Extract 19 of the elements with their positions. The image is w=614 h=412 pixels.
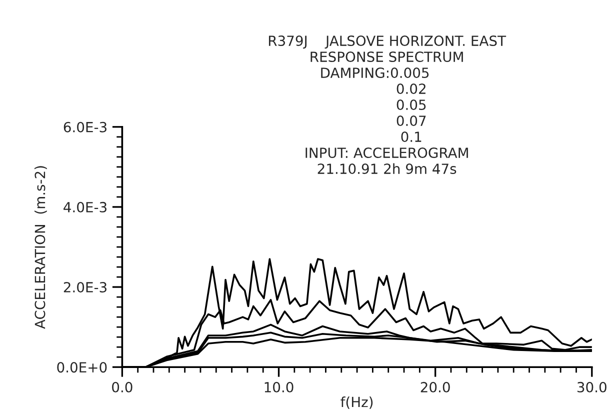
- text: 0.05: [396, 100, 426, 110]
- y-tick-label: 6.0E-3: [64, 122, 106, 132]
- y-tick-label: 4.0E-3: [64, 202, 106, 212]
- text: DAMPING:0.005: [321, 68, 429, 78]
- text: 0.02: [396, 84, 426, 94]
- annotation: 0.1: [401, 132, 422, 142]
- annotation: 21.10.91 2h 9m 47s: [318, 163, 456, 174]
- chart-title: R379J JALSOVE HORIZONT. EAST: [268, 36, 506, 49]
- chart-subtitle: RESPONSE SPECTRUM: [310, 52, 463, 62]
- x-tick-label: 30.0: [577, 382, 606, 392]
- y-tick-label: 0.0E+0: [57, 362, 107, 373]
- text: 0.07: [396, 116, 426, 126]
- x-tick-label: 20.0: [420, 382, 450, 392]
- x-tick-label: 10.0: [264, 382, 294, 392]
- x-axis-title: f(Hz): [340, 396, 373, 409]
- y-tick-label: 2.0E-3: [64, 282, 106, 292]
- x-tick-label: 0.0: [112, 382, 132, 392]
- annotation: INPUT: ACCELEROGRAM: [306, 148, 468, 158]
- y-axis-title: ACCELERATION (m.s-2): [34, 166, 47, 329]
